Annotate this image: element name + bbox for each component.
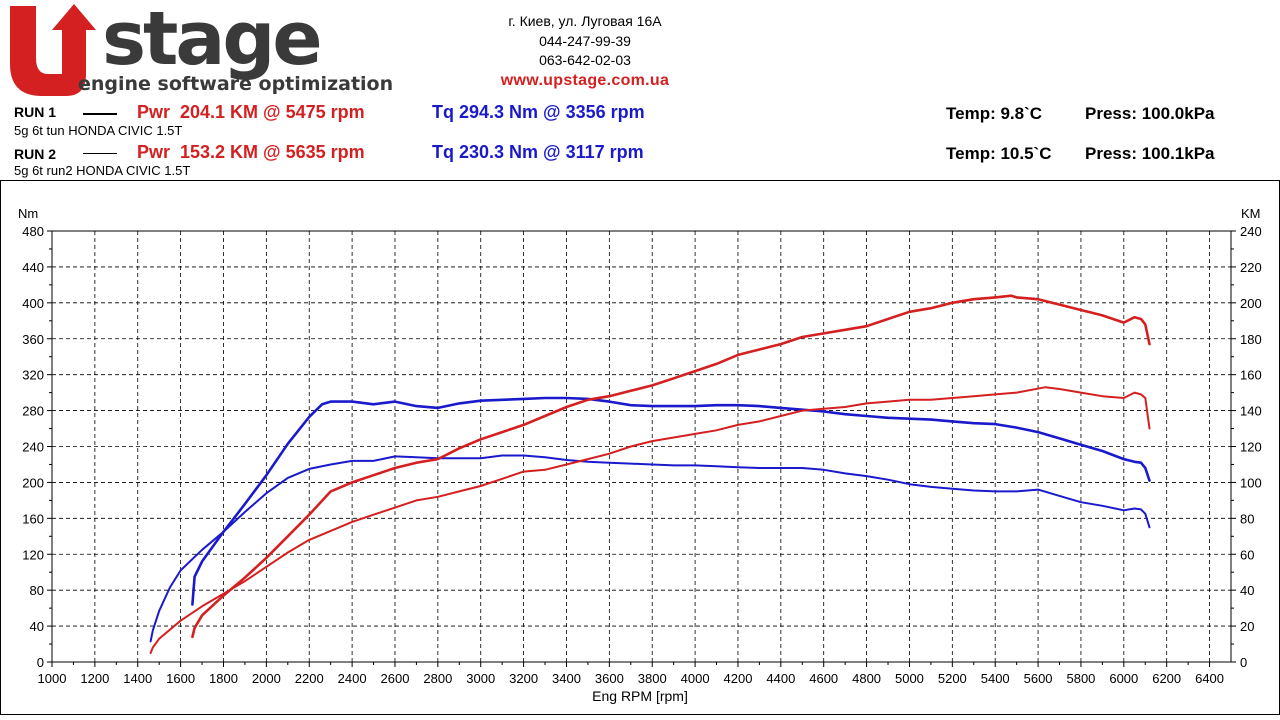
x-tick-label: 2200 <box>295 671 324 686</box>
contact-block: г. Киев, ул. Луговая 16А 044-247-99-39 0… <box>440 12 730 90</box>
x-tick-label: 4200 <box>724 671 753 686</box>
x-tick-label: 5400 <box>981 671 1010 686</box>
right-tick-label: 20 <box>1240 619 1254 634</box>
left-tick-label: 0 <box>37 655 44 670</box>
left-tick-label: 200 <box>22 475 44 490</box>
x-axis-ticks: 1000 1200 1400 1600 1800 2000 2200 2400 2600 2800… <box>38 662 1224 686</box>
run2-temp: Temp: 10.5`C <box>946 144 1052 163</box>
right-tick-label: 80 <box>1240 511 1254 526</box>
series-line-run-1-power <box>191 294 1151 639</box>
run1-power: Pwr 204.1 KM @ 5475 rpm <box>137 102 365 122</box>
x-tick-label: 6400 <box>1195 671 1224 686</box>
right-tick-label: 140 <box>1240 404 1262 419</box>
x-tick-label: 2000 <box>252 671 281 686</box>
chart-frame <box>0 180 1280 715</box>
run2-line-legend <box>83 153 117 154</box>
right-tick-label: 0 <box>1240 655 1247 670</box>
chart-series <box>149 294 1151 654</box>
x-tick-label: 6000 <box>1109 671 1138 686</box>
run1-description: 5g 6t tun HONDA CIVIC 1.5T <box>14 123 183 138</box>
right-tick-label: 220 <box>1240 260 1262 275</box>
left-tick-label: 240 <box>22 440 44 455</box>
left-tick-label: 280 <box>22 404 44 419</box>
series-line-run-2-power <box>149 386 1151 654</box>
run2-power: Pwr 153.2 KM @ 5635 rpm <box>137 142 365 162</box>
series-line-run-1-torque <box>191 396 1151 606</box>
run1-line-legend <box>83 113 117 115</box>
x-tick-label: 1800 <box>209 671 238 686</box>
chart-grid <box>51 230 1232 663</box>
x-tick-label: 5600 <box>1024 671 1053 686</box>
right-tick-label: 100 <box>1240 475 1262 490</box>
x-tick-label: 1600 <box>166 671 195 686</box>
x-tick-label: 4600 <box>809 671 838 686</box>
run1-press: Press: 100.0kPa <box>1085 104 1215 123</box>
right-tick-label: 180 <box>1240 332 1262 347</box>
left-tick-label: 120 <box>22 547 44 562</box>
left-tick-label: 160 <box>22 511 44 526</box>
x-tick-label: 1000 <box>38 671 67 686</box>
run2-press: Press: 100.1kPa <box>1085 144 1215 163</box>
x-tick-label: 5800 <box>1066 671 1095 686</box>
run2-description: 5g 6t run2 HONDA CIVIC 1.5T <box>14 163 191 178</box>
left-tick-label: 480 <box>22 224 44 239</box>
right-tick-label: 40 <box>1240 583 1254 598</box>
run2-label: RUN 2 <box>14 146 57 162</box>
left-tick-label: 400 <box>22 296 44 311</box>
run2-torque: Tq 230.3 Nm @ 3117 rpm <box>432 142 644 162</box>
phone-1: 044-247-99-39 <box>539 32 631 49</box>
logo-tagline: engine software optimization <box>78 73 393 95</box>
left-axis-unit: Nm <box>18 206 38 221</box>
left-axis-ticks: 0 40 80 120 160 200 240 280 320 360 400 440 480 <box>22 224 52 670</box>
right-axis-unit: KM <box>1241 206 1261 221</box>
x-tick-label: 4400 <box>766 671 795 686</box>
website-link[interactable]: www.upstage.com.ua <box>500 71 670 89</box>
x-tick-label: 2800 <box>423 671 452 686</box>
x-axis-label: Eng RPM [rpm] <box>592 688 688 704</box>
dyno-chart: 1000 1200 1400 1600 1800 2000 2200 2400 2600 2800… <box>0 180 1280 715</box>
x-tick-label: 3600 <box>595 671 624 686</box>
upstage-logo: stage engine software optimization <box>10 2 393 96</box>
x-tick-label: 3400 <box>552 671 581 686</box>
x-tick-label: 2600 <box>381 671 410 686</box>
left-tick-label: 360 <box>22 332 44 347</box>
x-tick-label: 4800 <box>852 671 881 686</box>
x-tick-label: 5000 <box>895 671 924 686</box>
series-line-run-2-torque <box>149 454 1151 643</box>
x-tick-label: 4000 <box>681 671 710 686</box>
address: г. Киев, ул. Луговая 16А <box>508 13 662 29</box>
left-tick-label: 80 <box>30 583 44 598</box>
run1-temp: Temp: 9.8`C <box>946 104 1043 123</box>
right-tick-label: 120 <box>1240 440 1262 455</box>
x-tick-label: 3200 <box>509 671 538 686</box>
right-axis-ticks: 0 20 40 60 80 100 120 140 160 180 200 220 240 <box>1231 224 1262 670</box>
x-tick-label: 3000 <box>466 671 495 686</box>
left-tick-label: 40 <box>30 619 44 634</box>
right-tick-label: 60 <box>1240 547 1254 562</box>
x-tick-label: 1200 <box>80 671 109 686</box>
right-tick-label: 160 <box>1240 368 1262 383</box>
logo-u-letter <box>10 4 96 96</box>
phone-2: 063-642-02-03 <box>539 52 631 68</box>
x-tick-label: 6200 <box>1152 671 1181 686</box>
right-tick-label: 200 <box>1240 296 1262 311</box>
left-tick-label: 440 <box>22 260 44 275</box>
x-tick-label: 3800 <box>638 671 667 686</box>
left-tick-label: 320 <box>22 368 44 383</box>
run1-torque: Tq 294.3 Nm @ 3356 rpm <box>432 102 645 122</box>
x-tick-label: 5200 <box>938 671 967 686</box>
right-tick-label: 240 <box>1240 224 1262 239</box>
logo-wordmark: stage <box>102 2 320 82</box>
x-tick-label: 1400 <box>123 671 152 686</box>
run1-label: RUN 1 <box>14 104 57 120</box>
x-tick-label: 2400 <box>338 671 367 686</box>
